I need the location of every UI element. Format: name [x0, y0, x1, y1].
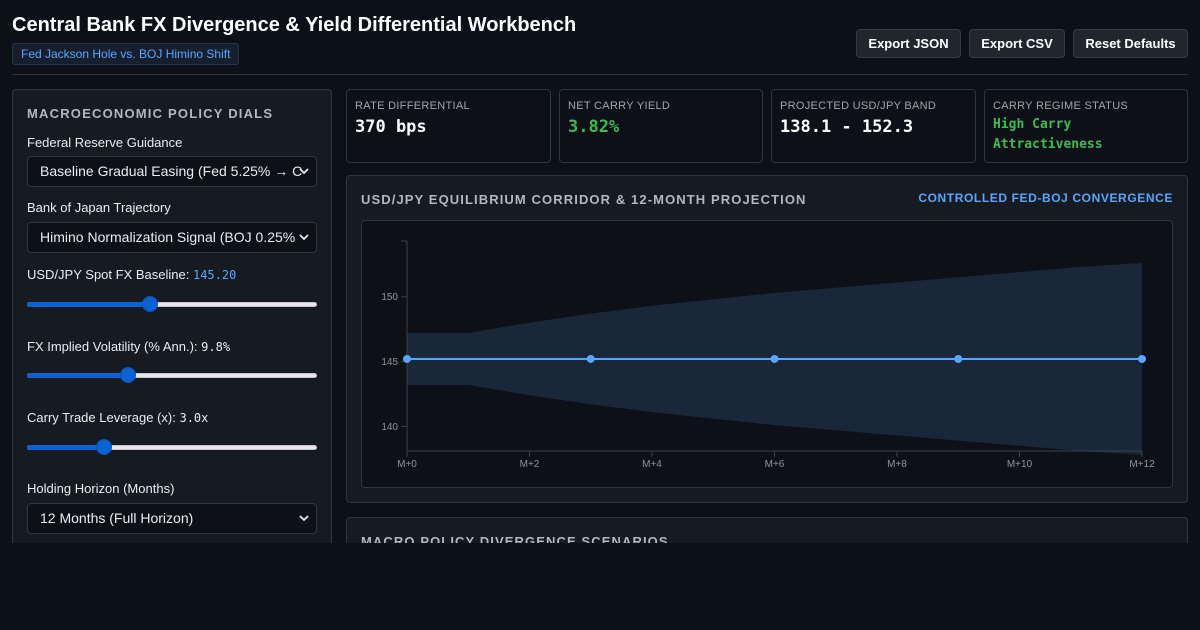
- holding-horizon-select[interactable]: 12 Months (Full Horizon): [27, 503, 317, 534]
- slider-thumb[interactable]: [120, 367, 137, 383]
- projection-point: [1138, 354, 1146, 363]
- fx-volatility-label-text: FX Implied Volatility (% Ann.):: [27, 339, 198, 354]
- x-tick-label: M+12: [1129, 459, 1155, 470]
- metric-card-net-carry-yield: NET CARRY YIELD 3.82%: [559, 89, 763, 163]
- slider-fill: [27, 373, 129, 378]
- chevron-down-icon: [299, 168, 309, 175]
- fed-guidance-select[interactable]: Baseline Gradual Easing (Fed 5.25% → C: [27, 156, 317, 187]
- projection-point: [954, 354, 963, 363]
- holding-horizon-value: 12 Months (Full Horizon): [40, 510, 194, 526]
- y-tick-label: 140: [381, 422, 398, 433]
- boj-trajectory-label: Bank of Japan Trajectory: [27, 200, 171, 215]
- metric-label: NET CARRY YIELD: [568, 100, 671, 112]
- usdjpy-corridor-chart: 140 145 150 M+0 M+2 M+4 M+6 M+8 M+10 M+12: [381, 240, 1155, 470]
- y-tick-label: 145: [381, 357, 398, 368]
- scenarios-title: MACRO POLICY DIVERGENCE SCENARIOS: [361, 534, 669, 543]
- app-viewport: Central Bank FX Divergence & Yield Diffe…: [12, 0, 1188, 543]
- metric-label: PROJECTED USD/JPY BAND: [780, 100, 937, 112]
- slider-fill: [27, 445, 104, 450]
- slider-thumb[interactable]: [95, 439, 112, 455]
- projection-point: [770, 354, 779, 363]
- boj-trajectory-select[interactable]: Himino Normalization Signal (BOJ 0.25%: [27, 222, 317, 253]
- x-tick-label: M+6: [765, 459, 785, 470]
- carry-leverage-slider[interactable]: [27, 438, 317, 456]
- projection-point: [586, 354, 595, 363]
- fed-guidance-label: Federal Reserve Guidance: [27, 135, 183, 150]
- boj-trajectory-value: Himino Normalization Signal (BOJ 0.25%: [40, 229, 296, 245]
- metric-label: CARRY REGIME STATUS: [993, 100, 1129, 112]
- chevron-down-icon: [299, 515, 309, 522]
- page-title: Central Bank FX Divergence & Yield Diffe…: [12, 14, 577, 36]
- x-tick-label: M+0: [397, 459, 417, 470]
- chart-title: USD/JPY EQUILIBRIUM CORRIDOR & 12-MONTH …: [361, 192, 807, 207]
- export-json-button[interactable]: Export JSON: [856, 29, 961, 58]
- metric-card-carry-regime: CARRY REGIME STATUS High Carry Attractiv…: [984, 89, 1188, 163]
- policy-dials-heading: MACROECONOMIC POLICY DIALS: [27, 106, 274, 121]
- carry-leverage-value: 3.0x: [179, 411, 209, 425]
- x-tick-label: M+8: [887, 459, 907, 470]
- fx-volatility-value: 9.8%: [201, 340, 231, 354]
- spot-fx-value: 145.20: [192, 268, 237, 282]
- spot-fx-label: USD/JPY Spot FX Baseline: 145.20: [27, 267, 236, 282]
- slider-fill: [27, 302, 151, 307]
- event-tag: Fed Jackson Hole vs. BOJ Himino Shift: [12, 43, 240, 65]
- slider-thumb[interactable]: [142, 296, 159, 312]
- fed-guidance-value: Baseline Gradual Easing (Fed 5.25% → C: [40, 163, 303, 179]
- policy-dials-panel: MACROECONOMIC POLICY DIALS Federal Reser…: [12, 89, 332, 543]
- fx-volatility-label: FX Implied Volatility (% Ann.): 9.8%: [27, 339, 230, 354]
- equilibrium-chart-panel: USD/JPY EQUILIBRIUM CORRIDOR & 12-MONTH …: [346, 175, 1188, 503]
- export-csv-button[interactable]: Export CSV: [969, 29, 1065, 58]
- metric-value: 3.82%: [568, 117, 620, 137]
- x-tick-label: M+10: [1007, 459, 1033, 470]
- metric-label: RATE DIFFERENTIAL: [355, 100, 470, 112]
- carry-leverage-label-text: Carry Trade Leverage (x):: [27, 410, 176, 425]
- metric-value: 370 bps: [355, 117, 427, 137]
- projection-point: [403, 354, 411, 363]
- chevron-down-icon: [299, 234, 309, 241]
- x-tick-label: M+2: [520, 459, 540, 470]
- reset-defaults-button[interactable]: Reset Defaults: [1073, 29, 1188, 58]
- metric-value: 138.1 - 152.3: [780, 117, 914, 137]
- regime-status-badge: High Carry Attractiveness: [993, 117, 1103, 152]
- metric-card-projected-band: PROJECTED USD/JPY BAND 138.1 - 152.3: [771, 89, 976, 163]
- x-tick-label: M+4: [642, 459, 662, 470]
- spot-fx-slider[interactable]: [27, 295, 317, 313]
- holding-horizon-label: Holding Horizon (Months): [27, 481, 175, 496]
- fx-volatility-slider[interactable]: [27, 366, 317, 384]
- carry-leverage-label: Carry Trade Leverage (x): 3.0x: [27, 410, 208, 425]
- metric-card-rate-differential: RATE DIFFERENTIAL 370 bps: [346, 89, 551, 163]
- chart-container: 140 145 150 M+0 M+2 M+4 M+6 M+8 M+10 M+12: [361, 220, 1173, 488]
- scenarios-panel: MACRO POLICY DIVERGENCE SCENARIOS: [346, 517, 1188, 543]
- convergence-badge: CONTROLLED FED-BOJ CONVERGENCE: [918, 191, 1173, 205]
- app-header: Central Bank FX Divergence & Yield Diffe…: [12, 0, 1188, 75]
- y-tick-label: 150: [381, 292, 398, 303]
- spot-fx-label-text: USD/JPY Spot FX Baseline:: [27, 267, 190, 282]
